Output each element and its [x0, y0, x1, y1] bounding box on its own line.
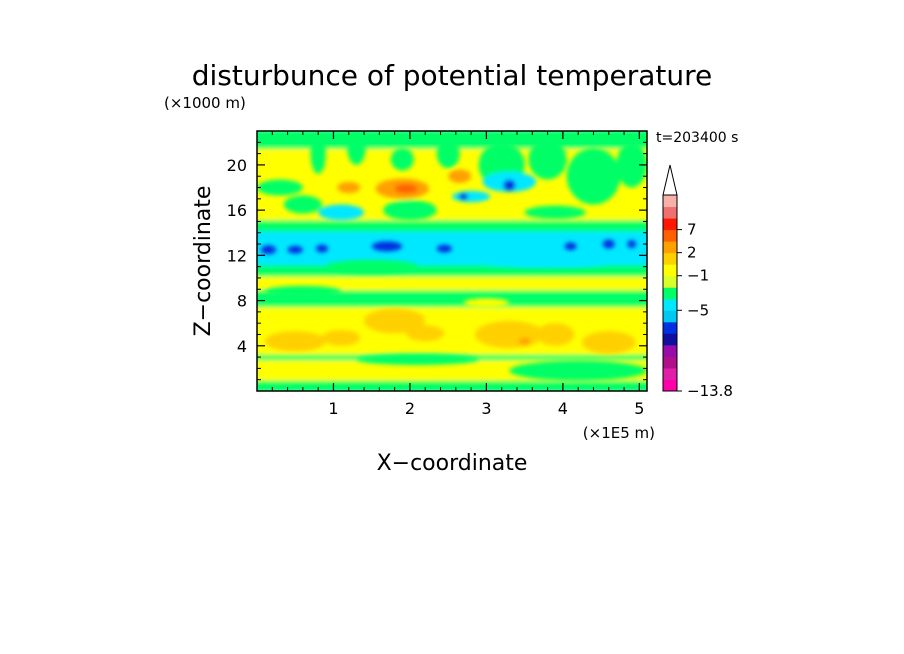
field-blobs: [257, 131, 647, 381]
field-blob: [257, 179, 303, 196]
colorbar-label: −1: [687, 267, 709, 285]
x-unit-label: (×1E5 m): [583, 424, 655, 442]
field-blob: [260, 245, 277, 255]
field-blob: [318, 204, 365, 221]
field-blob: [264, 285, 342, 298]
x-tick-label: 2: [405, 399, 415, 418]
colorbar-segment: [663, 264, 677, 277]
field-blob: [283, 195, 322, 214]
y-tick-label: 12: [227, 246, 247, 265]
y-unit-label: (×1000 m): [164, 94, 246, 112]
field-blob: [406, 325, 445, 342]
colorbar-label: 2: [687, 244, 697, 262]
colorbar-segment: [663, 206, 677, 219]
field-blob: [394, 184, 418, 194]
colorbar-segment: [663, 252, 677, 265]
field-blob: [528, 138, 567, 180]
field-blob: [436, 244, 452, 253]
field-blob: [509, 360, 647, 381]
field-blob: [347, 131, 366, 165]
colorbar-segment: [663, 310, 677, 323]
field-band: [257, 218, 647, 232]
colorbar-segment: [663, 195, 677, 208]
field-blob: [536, 323, 575, 346]
field-blob: [474, 320, 544, 349]
field-blob: [463, 298, 510, 308]
field-blob: [383, 199, 437, 221]
colorbar-segment: [663, 379, 677, 392]
colorbar-segment: [663, 287, 677, 300]
colorbar-segment: [663, 344, 677, 357]
colorbar-segment: [663, 241, 677, 254]
y-tick-label: 4: [237, 337, 247, 356]
field-blob: [337, 181, 361, 194]
field-blob: [602, 239, 615, 249]
field-blob: [524, 205, 586, 220]
colorbar-frame: [662, 194, 678, 392]
y-tick-label: 16: [227, 201, 247, 220]
colorbar-segment: [663, 229, 677, 242]
field-blob: [452, 190, 491, 203]
field-blob: [458, 193, 469, 200]
field-blob: [564, 242, 577, 251]
time-label: t=203400 s: [656, 130, 738, 146]
field-blob: [582, 331, 636, 354]
x-tick-label: 4: [558, 399, 568, 418]
x-axis-label: X−coordinate: [377, 451, 528, 476]
field-band: [257, 305, 647, 355]
field-blob: [364, 308, 426, 334]
colorbar-segment: [663, 218, 677, 231]
colorbar-segment: [663, 367, 677, 380]
colorbar-segment: [663, 333, 677, 346]
field-blob: [390, 147, 414, 171]
colorbar: 7 2 −1 −5 −13.8: [662, 164, 733, 400]
field-blob: [371, 241, 403, 252]
x-tick-label: 3: [481, 399, 491, 418]
colorbar-extend-arrow: [662, 164, 678, 196]
colorbar-label: −5: [687, 301, 709, 319]
y-tick-label: 20: [227, 156, 247, 175]
y-tick-label: 8: [237, 292, 247, 311]
field-blob: [325, 259, 418, 274]
field-blob: [264, 331, 326, 352]
colorbar-label: 7: [687, 221, 697, 239]
field-band: [257, 378, 647, 391]
field-blob: [436, 138, 460, 169]
plot-frame: [256, 130, 648, 392]
field-blob: [322, 329, 361, 346]
field-blob: [310, 133, 326, 174]
field-blob: [486, 256, 609, 268]
field-blob: [616, 142, 647, 188]
field-band: [257, 274, 647, 291]
colorbar-label: −13.8: [687, 382, 733, 400]
field-blob: [566, 147, 621, 205]
x-tick-label: 1: [328, 399, 338, 418]
y-axis-label: Z−coordinate: [191, 186, 216, 337]
y-axis: 4 8 12 16 20: [227, 141, 647, 381]
colorbar-segment: [663, 356, 677, 369]
x-tick-label: 5: [634, 399, 644, 418]
colorbar-segment: [663, 275, 677, 288]
field-blob: [448, 169, 472, 183]
x-axis: 1 2 3 4 5: [271, 131, 644, 418]
field-blob: [503, 179, 516, 191]
colorbar-segment: [663, 321, 677, 334]
plot-area: [257, 131, 647, 391]
field-blob: [518, 337, 531, 345]
field-band: [257, 288, 647, 308]
field-blob: [287, 245, 303, 254]
field-blob: [356, 353, 479, 366]
field-blob: [627, 240, 637, 248]
field-blob: [315, 244, 329, 253]
chart-title: disturbunce of potential temperature: [192, 59, 713, 92]
colorbar-segment: [663, 298, 677, 311]
